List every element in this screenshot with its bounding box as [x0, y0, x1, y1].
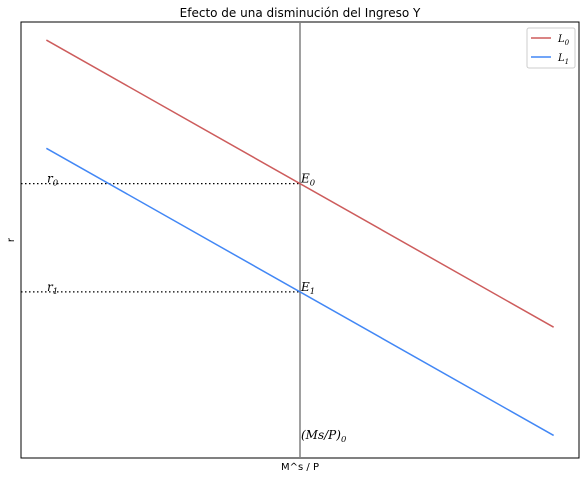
r-label-0: r0 [47, 172, 59, 188]
r-label-0-sub: 0 [53, 178, 59, 188]
x-axis-label: M^s / P [281, 462, 319, 473]
money-supply-label-sub: 0 [341, 434, 347, 444]
legend-label-1: L1 [557, 53, 569, 66]
equilibrium-label-0-base: E [300, 172, 310, 186]
r-label-1-base: r [47, 280, 54, 294]
legend-label-0: L0 [557, 34, 570, 47]
r-label-1: r1 [47, 280, 58, 296]
equilibrium-label-0: E0 [300, 172, 316, 188]
legend-label-0-base: L [557, 34, 565, 45]
equilibrium-label-1: E1 [300, 280, 315, 296]
y-axis-label: r [6, 237, 17, 242]
lines-layer [21, 22, 555, 458]
money-supply-label-base: (Ms/P) [301, 428, 341, 442]
r-label-0-base: r [47, 172, 54, 186]
series-line-0 [45, 39, 555, 328]
equilibrium-label-1-sub: 1 [310, 286, 315, 296]
legend-label-1-sub: 1 [565, 58, 569, 66]
legend-label-0-sub: 0 [565, 39, 570, 47]
equilibrium-label-1-base: E [300, 280, 310, 294]
legend-label-1-base: L [557, 53, 565, 64]
series-line-1 [45, 147, 555, 437]
r-label-1-sub: 1 [53, 286, 58, 296]
money-supply-label: (Ms/P)0 [301, 428, 347, 444]
chart-title: Efecto de una disminución del Ingreso Y [180, 6, 421, 20]
equilibrium-label-0-sub: 0 [310, 178, 316, 188]
